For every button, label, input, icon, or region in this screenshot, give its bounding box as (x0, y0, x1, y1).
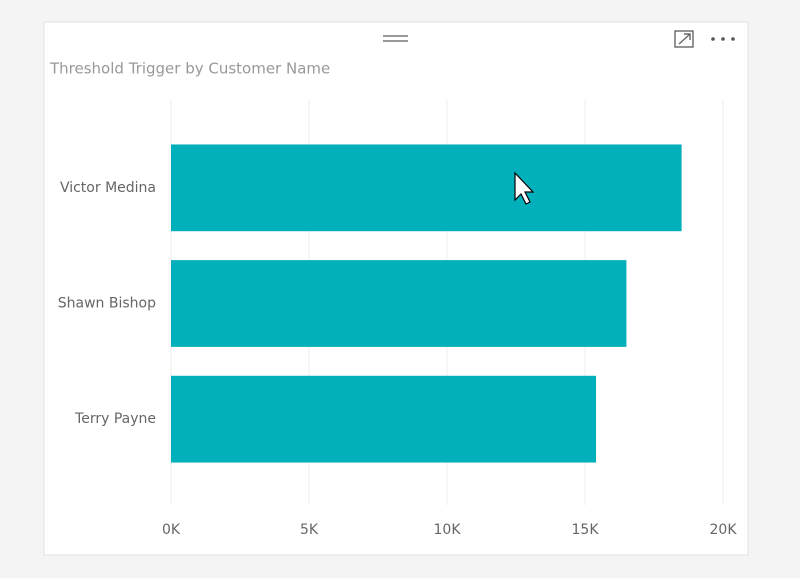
bar (171, 144, 682, 232)
y-tick-label: Terry Payne (74, 411, 156, 427)
bar (171, 260, 627, 347)
x-tick-label: 15K (572, 522, 600, 538)
more-options-button[interactable] (711, 37, 735, 41)
x-tick-label: 5K (300, 522, 319, 538)
y-tick-label: Shawn Bishop (58, 296, 156, 312)
focus-mode-button[interactable] (674, 30, 694, 48)
plot-area: 0K 5K 10K 15K 20K Victor Medina Shawn Bishop Te… (58, 100, 738, 538)
chart-title: Threshold Trigger by Customer Name (49, 60, 330, 78)
dot (731, 37, 735, 41)
y-tick-label: Victor Medina (60, 180, 156, 196)
drag-handle[interactable] (383, 35, 408, 42)
mouse-cursor (514, 171, 535, 205)
focus-arrow (678, 33, 691, 45)
x-tick-label: 10K (434, 522, 462, 538)
x-tick-label: 20K (710, 522, 738, 538)
focus-icon (674, 30, 694, 48)
dot (711, 37, 715, 41)
bar (171, 375, 597, 463)
dot (721, 37, 725, 41)
x-tick-label: 0K (162, 522, 181, 538)
